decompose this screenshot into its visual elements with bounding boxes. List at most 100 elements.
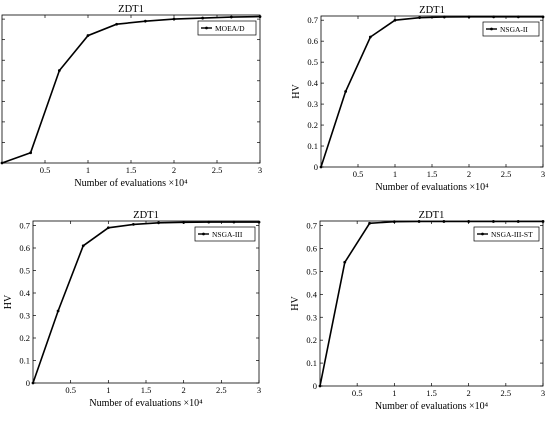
data-point (492, 15, 496, 19)
y-tick-label: 0.1 (307, 141, 318, 151)
data-point (368, 221, 371, 225)
y-tick-label: 0.1 (19, 356, 30, 366)
legend-marker (490, 27, 493, 31)
data-point (467, 220, 471, 223)
data-point (115, 22, 119, 26)
y-tick-label: 0.6 (307, 36, 318, 46)
x-axis-label: Number of evaluations ×10⁴ (375, 401, 489, 412)
y-tick-label: 0.1 (306, 358, 317, 368)
data-point (516, 220, 520, 223)
y-tick-label: 0.4 (19, 288, 30, 298)
x-tick-label: 3 (258, 165, 262, 175)
x-tick-label: 3 (257, 385, 261, 395)
legend: NSGA-III (194, 226, 256, 242)
x-tick-label: 1.5 (126, 165, 137, 175)
data-point (467, 15, 471, 19)
data-point (319, 165, 323, 169)
legend-marker (202, 232, 205, 236)
x-tick-label: 0.5 (353, 169, 364, 179)
x-tick-label: 1.5 (427, 169, 438, 179)
chart-panel-1: ZDT100.10.20.30.40.50.60.70.511.522.53Nu… (0, 4, 262, 189)
data-point (442, 220, 446, 223)
data-point (29, 151, 33, 155)
data-point (541, 220, 545, 223)
y-tick-label: 0.7 (307, 15, 318, 25)
data-point (86, 34, 90, 37)
x-tick-label: 1 (392, 388, 396, 398)
legend-box (194, 226, 256, 242)
plot-frame (320, 15, 544, 168)
x-tick-label: 1 (106, 385, 110, 395)
data-point (257, 220, 261, 224)
chart-title: ZDT1 (118, 4, 144, 15)
x-tick-label: 1.5 (141, 385, 152, 395)
legend-marker (481, 232, 484, 236)
x-tick-label: 1.5 (426, 388, 437, 398)
x-tick-label: 2 (467, 169, 471, 179)
chart-title: ZDT1 (419, 5, 445, 16)
data-point (516, 15, 520, 19)
chart-title: ZDT1 (419, 210, 445, 221)
plot-frame (319, 220, 544, 387)
x-tick-label: 2 (467, 388, 471, 398)
legend: NSGA-III-ST (473, 226, 540, 242)
x-tick-label: 2.5 (501, 388, 512, 398)
series-line-moea-d (1, 15, 261, 164)
x-tick-label: 0.5 (352, 388, 363, 398)
y-tick-label: 0.2 (307, 120, 318, 130)
data-point (343, 260, 347, 264)
data-point (229, 15, 233, 19)
series-line-nsga-iii-st (319, 220, 543, 387)
x-axis-label: Number of evaluations ×10⁴ (89, 398, 203, 409)
y-tick-label: 0.6 (306, 244, 317, 254)
y-tick-label: 0.5 (19, 266, 30, 276)
y-tick-label: 0.3 (306, 312, 317, 322)
data-point (418, 16, 422, 20)
data-point (106, 226, 110, 230)
data-point (492, 220, 495, 223)
data-point (143, 19, 147, 23)
legend-marker (205, 26, 208, 30)
y-axis-label: HV (3, 294, 14, 309)
y-axis-label: HV (291, 84, 302, 99)
chart-panel-3: ZDT1 0 0.1 0.2 0.3 0.4 0.5 0.6 0.7 0.5 1 1.5 2 2.5 3 Nu… (3, 210, 261, 409)
x-tick-label: 2 (182, 385, 186, 395)
chart-title: ZDT1 (133, 210, 159, 221)
x-tick-label: 2.5 (501, 169, 512, 179)
data-point (541, 15, 545, 19)
x-axis-label-text: Number of evaluations (74, 178, 168, 189)
data-point (232, 220, 236, 224)
x-axis-label-text: Number of evaluations (375, 182, 469, 193)
legend-entry: MOEA/D (215, 24, 245, 33)
y-tick-label: 0.5 (306, 266, 317, 276)
x-axis-label-exponent: ×10⁴ (169, 178, 189, 189)
series-line-nsga-iii (32, 221, 259, 384)
data-point (368, 35, 372, 39)
y-tick-label: 0 (313, 381, 317, 391)
y-tick-label: 0.6 (19, 243, 30, 253)
x-axis-label: Number of evaluations ×10⁴ (375, 182, 489, 193)
legend: MOEA/D (197, 20, 257, 36)
legend-box (482, 21, 540, 37)
x-tick-label: 3 (541, 388, 545, 398)
legend-entry: NSGA-II (500, 25, 528, 34)
legend: NSGA-II (482, 21, 540, 37)
x-tick-label: 0.5 (40, 165, 51, 175)
x-axis-label-exponent: ×10⁴ (184, 398, 204, 409)
data-point (258, 15, 262, 19)
x-tick-label: 3 (541, 169, 545, 179)
data-point (182, 220, 186, 224)
x-tick-label: 2 (172, 165, 176, 175)
x-axis-label-text: Number of evaluations (375, 401, 469, 412)
data-point (81, 244, 85, 248)
data-point (56, 309, 60, 313)
data-point (417, 220, 421, 223)
legend-entry: NSGA-III-ST (491, 230, 533, 239)
x-axis-label-exponent: ×10⁴ (469, 401, 489, 412)
data-point (57, 69, 61, 72)
x-tick-label: 0.5 (65, 385, 76, 395)
data-point (172, 17, 176, 21)
data-point (0, 161, 4, 165)
data-point (157, 221, 160, 225)
